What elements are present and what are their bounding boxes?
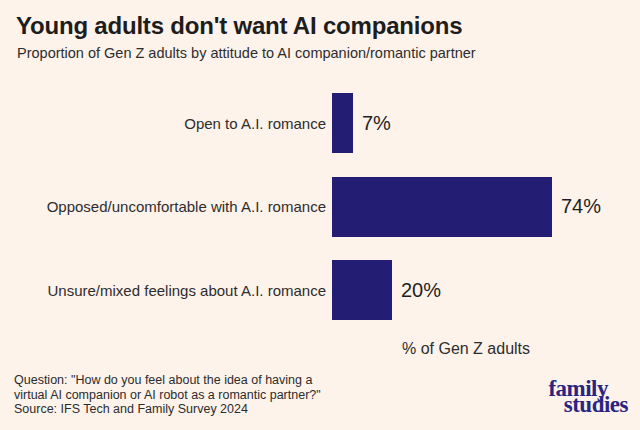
source-note-line: Question: "How do you feel about the ide… [14, 373, 321, 388]
source-note: Question: "How do you feel about the ide… [14, 373, 321, 417]
x-axis-label: % of Gen Z adults [332, 340, 600, 358]
chart-title: Young adults don't want AI companions [16, 12, 462, 40]
source-note-line: virtual AI companion or AI robot as a ro… [14, 388, 321, 403]
bar-row: Open to A.I. romance 7% [0, 93, 640, 153]
chart-canvas: Young adults don't want AI companions Pr… [0, 0, 640, 430]
value-label: 7% [362, 112, 391, 135]
family-studies-logo: family studies [548, 381, 628, 413]
value-label: 20% [401, 279, 441, 302]
category-label: Opposed/uncomfortable with A.I. romance [0, 198, 326, 215]
chart-subtitle: Proportion of Gen Z adults by attitude t… [17, 45, 476, 61]
value-label: 74% [561, 195, 601, 218]
bar-chart: Open to A.I. romance 7% Opposed/uncomforta… [0, 93, 640, 344]
bar [332, 260, 392, 320]
bar-row: Unsure/mixed feelings about A.I. romance… [0, 260, 640, 320]
bar [332, 177, 552, 237]
category-label: Unsure/mixed feelings about A.I. romance [0, 282, 326, 299]
source-note-line: Source: IFS Tech and Family Survey 2024 [14, 402, 321, 417]
category-label: Open to A.I. romance [0, 115, 326, 132]
bar-row: Opposed/uncomfortable with A.I. romance 7… [0, 177, 640, 237]
bar [332, 93, 353, 153]
